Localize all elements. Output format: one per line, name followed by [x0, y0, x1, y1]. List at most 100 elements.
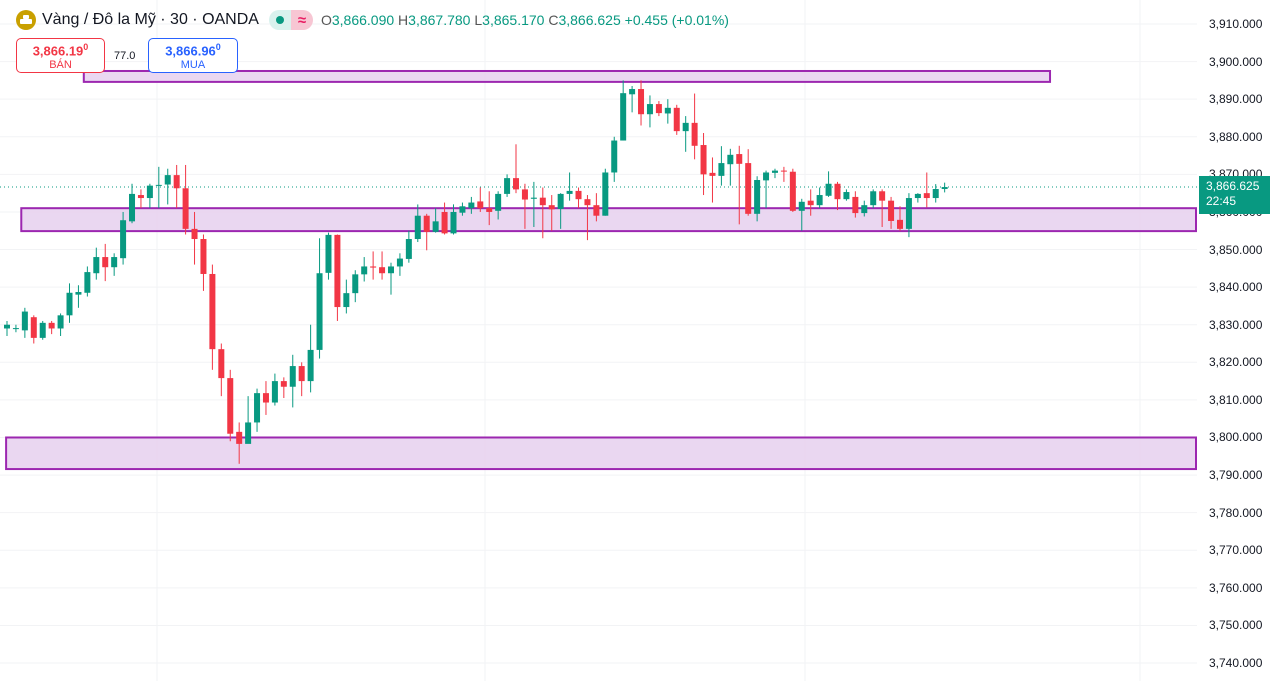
open-label: O — [320, 12, 332, 28]
candle-bullish — [861, 200, 868, 217]
candle-bearish — [521, 183, 528, 229]
price-tick-label: 3,820.000 — [1209, 355, 1263, 370]
price-tick-label: 3,750.000 — [1209, 618, 1263, 633]
candle-bullish — [504, 174, 511, 197]
candle-body — [879, 191, 886, 201]
candle-bullish — [75, 285, 82, 308]
candle-bearish — [575, 187, 582, 209]
candle-bearish — [513, 144, 520, 194]
close-label: C — [548, 12, 559, 28]
approx-icon[interactable]: ≈ — [290, 10, 313, 30]
candle-body — [146, 185, 153, 199]
candle-body — [129, 193, 136, 222]
candle-bullish — [21, 307, 28, 338]
price-chart[interactable] — [0, 0, 1197, 681]
candle-body — [611, 140, 618, 173]
candle-bullish — [450, 204, 457, 235]
candle-bullish — [245, 396, 252, 444]
candle-body — [468, 202, 475, 209]
candle-bullish — [602, 168, 609, 216]
price-tick-label: 3,770.000 — [1209, 543, 1263, 558]
candle-bearish — [834, 181, 841, 211]
candle-body — [504, 178, 511, 194]
price-tick-label: 3,850.000 — [1209, 242, 1263, 257]
candle-body — [763, 172, 770, 181]
candle-body — [450, 211, 457, 234]
candle-bearish — [897, 206, 903, 231]
market-open-dot-icon[interactable] — [268, 10, 291, 30]
high-label: H — [398, 12, 409, 28]
candle-body — [325, 234, 332, 273]
candle-body — [227, 378, 234, 434]
candle-body — [593, 205, 600, 216]
candle-body — [271, 381, 278, 403]
candle-bearish — [593, 193, 600, 222]
candle-body — [30, 317, 37, 338]
candle-bearish — [745, 149, 752, 216]
candle-body — [575, 190, 582, 200]
candle-bullish — [254, 388, 261, 432]
candle-body — [12, 328, 19, 330]
candle-body — [718, 163, 725, 176]
gold-bars-icon — [16, 10, 36, 30]
price-tick-label: 3,840.000 — [1209, 280, 1263, 295]
candle-bearish — [486, 191, 493, 226]
symbol-title[interactable]: Vàng / Đô la Mỹ · 30 · OANDA — [42, 11, 259, 28]
candle-bullish — [459, 202, 466, 216]
candle-body — [861, 205, 868, 214]
resistance-zone-top[interactable] — [82, 69, 1052, 83]
candle-body — [932, 189, 939, 199]
candle-body — [102, 257, 109, 268]
candle-body — [897, 219, 903, 229]
candle-body — [137, 195, 144, 199]
candle-bearish — [584, 195, 591, 241]
candle-body — [298, 366, 305, 382]
candle-body — [646, 104, 653, 115]
candle-bearish — [227, 369, 234, 442]
candle-body — [638, 89, 645, 115]
candle-body — [379, 267, 386, 274]
candle-body — [548, 205, 555, 210]
candle-bearish — [370, 251, 377, 280]
support-zone-bottom[interactable] — [5, 436, 1197, 471]
candle-bullish — [468, 196, 475, 214]
candle-bullish — [682, 116, 689, 152]
candle-bearish — [691, 93, 698, 160]
candle-body — [584, 199, 591, 206]
candle-bullish — [718, 146, 725, 186]
candle-bullish — [325, 232, 332, 280]
buy-button[interactable]: 3,866.960 MUA — [148, 38, 238, 73]
candle-bullish — [307, 324, 314, 393]
candle-bearish — [477, 187, 484, 212]
candle-body — [771, 170, 778, 173]
candle-body — [727, 154, 734, 165]
price-axis[interactable]: 3,910.000 3,900.000 3,890.000 3,880.000 3,87… — [1197, 0, 1280, 681]
candle-body — [66, 292, 73, 316]
candle-body — [941, 187, 948, 190]
candle-body — [736, 154, 743, 164]
candle-body — [477, 201, 484, 209]
candle-bullish — [932, 184, 939, 203]
candle-body — [664, 107, 671, 114]
candle-body — [316, 273, 323, 350]
candle-bullish — [816, 187, 823, 209]
candle-bullish — [271, 373, 278, 406]
candle-body — [334, 234, 341, 308]
candle-body — [155, 184, 162, 186]
candle-body — [93, 257, 100, 274]
price-tick-label: 3,740.000 — [1209, 656, 1263, 671]
candle-bullish — [530, 181, 537, 227]
candle-bearish — [548, 195, 555, 231]
candle-body — [262, 393, 269, 403]
candle-bearish — [852, 191, 859, 218]
candle-bullish — [12, 324, 19, 333]
candle-bullish — [129, 183, 136, 224]
candle-bearish — [638, 80, 645, 126]
candle-bearish — [888, 196, 895, 229]
candle-body — [39, 322, 46, 338]
candle-bearish — [298, 362, 305, 397]
candle-body — [914, 193, 921, 199]
sell-button[interactable]: 3,866.190 BÁN — [16, 38, 105, 73]
candle-body — [200, 239, 207, 274]
support-resistance-zone-mid[interactable] — [20, 207, 1197, 233]
